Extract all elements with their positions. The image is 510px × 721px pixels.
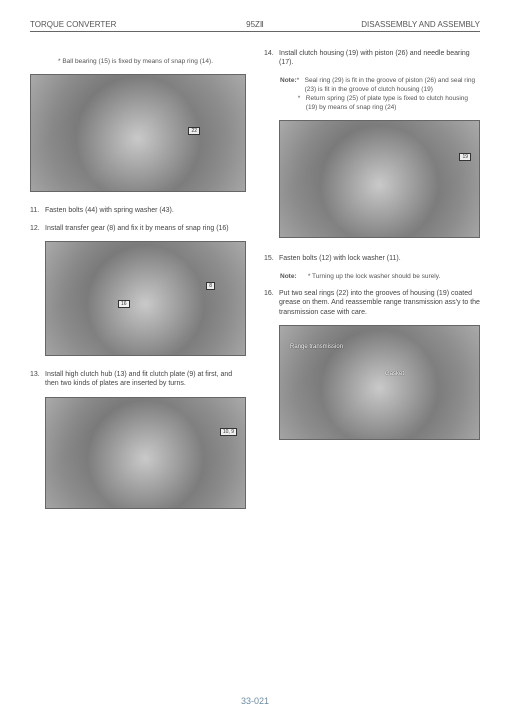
step-11: 11. Fasten bolts (44) with spring washer… (30, 206, 246, 215)
photo-transfer-gear: 8 16 (45, 241, 246, 356)
step-number: 12. (30, 224, 45, 233)
photo-callout-22: 22 (188, 127, 200, 135)
step-16: 16. Put two seal rings (22) into the gro… (264, 289, 480, 317)
photo-text-range: Range transmission (290, 344, 343, 350)
step-text: Fasten bolts (44) with spring washer (43… (45, 206, 246, 215)
step-number: 11. (30, 206, 45, 215)
step-13: 13. Install high clutch hub (13) and fit… (30, 370, 246, 389)
step-text: Put two seal rings (22) into the grooves… (279, 289, 480, 317)
note-text: * Turning up the lock washer should be s… (308, 273, 440, 280)
left-column: * Ball bearing (15) is fixed by means of… (30, 57, 246, 509)
photo-clutch-housing: 19 (279, 120, 480, 238)
bullet-icon: * (298, 94, 306, 112)
step-number: 16. (264, 289, 279, 317)
step-15: 15. Fasten bolts (12) with lock washer (… (264, 254, 480, 263)
photo-clutch-hub: 10, 9 (45, 397, 246, 509)
note-lock-washer: Note: * Turning up the lock washer shoul… (280, 272, 480, 281)
photo-callout-19: 19 (459, 153, 471, 161)
content-columns: * Ball bearing (15) is fixed by means of… (30, 57, 480, 509)
step-number: 14. (264, 49, 279, 68)
note-label: Note: (280, 76, 297, 94)
note-text: Seal ring (29) is fit in the groove of p… (305, 76, 480, 94)
step-text: Install clutch housing (19) with piston … (279, 49, 480, 68)
step-12: 12. Install transfer gear (8) and fix it… (30, 224, 246, 233)
header-right: DISASSEMBLY AND ASSEMBLY (361, 20, 480, 29)
step-number: 15. (264, 254, 279, 263)
photo-callout-16: 16 (118, 300, 130, 308)
photo-ball-bearing: 22 (30, 74, 246, 192)
photo-text-gasket: Gasket (385, 371, 404, 377)
photo-range-transmission: Range transmission Gasket (279, 325, 480, 440)
step-text: Install transfer gear (8) and fix it by … (45, 224, 246, 233)
bullet-icon: * (297, 76, 305, 94)
photo-callout-8: 8 (206, 282, 215, 290)
photo-callout-10-9: 10, 9 (220, 428, 237, 436)
note-text: Return spring (25) of plate type is fixe… (306, 94, 480, 112)
step-number: 13. (30, 370, 45, 389)
note-seal-ring: Note: * Seal ring (29) is fit in the gro… (280, 76, 480, 112)
header-left: TORQUE CONVERTER (30, 20, 116, 29)
page-header: TORQUE CONVERTER 95ZⅡ DISASSEMBLY AND AS… (30, 20, 480, 32)
step-14: 14. Install clutch housing (19) with pis… (264, 49, 480, 68)
step-text: Fasten bolts (12) with lock washer (11). (279, 254, 480, 263)
right-column: 14. Install clutch housing (19) with pis… (264, 57, 480, 509)
header-center: 95ZⅡ (246, 20, 264, 29)
step-text: Install high clutch hub (13) and fit clu… (45, 370, 246, 389)
page-number: 33-021 (241, 696, 269, 706)
note-label: Note: (280, 272, 306, 281)
note-ball-bearing: * Ball bearing (15) is fixed by means of… (58, 57, 246, 66)
